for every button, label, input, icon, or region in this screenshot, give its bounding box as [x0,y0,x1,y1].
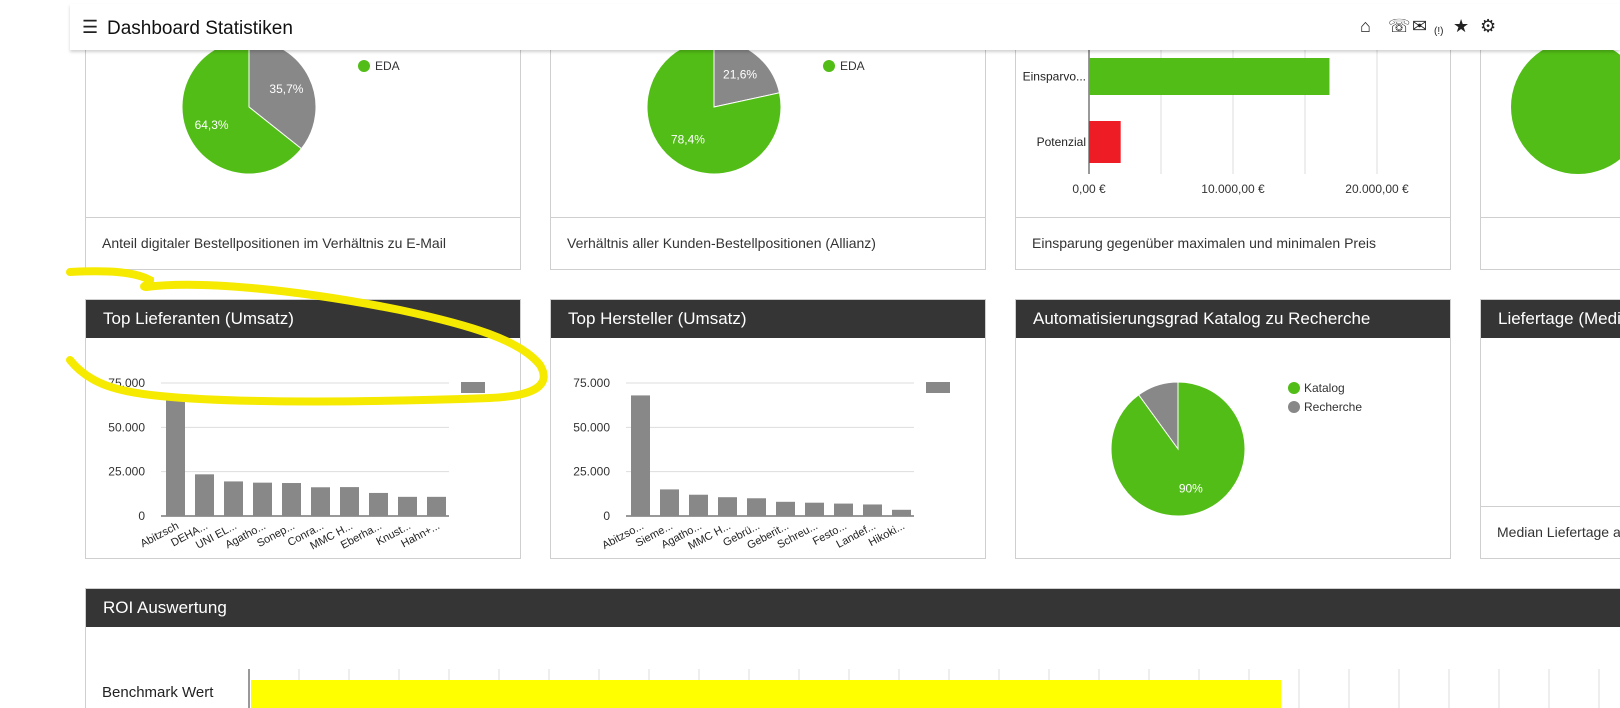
chart-automation-pie: 90% Katalog Recherche [1110,381,1362,517]
bar [195,474,214,516]
tick-label: 25.000 [108,465,145,479]
star-icon[interactable]: ★ [1453,16,1470,36]
chart-eda-pie: 35,7% 64,3% EDA [181,41,400,175]
cutoff-panel [1480,40,1620,270]
tick-label: 25.000 [573,465,610,479]
pie-slice [646,41,782,175]
bar [311,487,330,516]
tick-label: 0 [603,509,610,523]
legend-swatch [461,382,485,393]
digital-orders-panel: 35,7% 64,3% EDA Anteil digitaler Bestellp… [85,40,521,270]
cutoff-pie [1511,41,1620,174]
home-icon[interactable]: ⌂ [1360,16,1371,36]
bar [253,482,272,516]
delivery-days-panel: Liefertage (Medi Median Liefertage al [1480,299,1620,559]
gear-icon[interactable]: ⚙ [1480,16,1497,36]
tick-label: 20.000,00 € [1345,182,1409,196]
pie-label: 78,4% [671,132,705,146]
chart-top-manufacturers: 025.00050.00075.000Abitzso...Sieme...Aga… [573,376,950,552]
bar [369,492,388,516]
bar [689,494,708,516]
pie-label: 64,3% [195,118,229,132]
tick-label: 10.000,00 € [1201,182,1265,196]
pie-label: 21,6% [723,68,757,82]
bar [776,501,795,516]
tick-label: 50.000 [573,420,610,434]
pie-label: 35,7% [269,82,303,96]
legend-swatch [926,382,950,393]
legend-dot-katalog [1288,382,1300,394]
savings-panel: Einsparvo... Potenzial 0,00 € 10.000,00 € 20… [1015,40,1451,270]
chat-badge: (!) [1434,26,1444,37]
chart-allianz-pie: 21,6% 78,4% EDA [646,41,865,175]
bar [805,502,824,516]
legend-label-katalog: Katalog [1304,381,1345,395]
pie-label: 90% [1179,482,1203,496]
panel-title: Liefertage (Medi [1481,300,1620,338]
bar [834,503,853,516]
chat-icon[interactable]: ✉ [1412,16,1428,36]
tick-label: 0,00 € [1072,182,1106,196]
tick-label: 0 [138,509,145,523]
panel-footer: Verhältnis aller Kunden-Bestellpositione… [551,217,985,269]
bar [1089,58,1330,95]
panel-title: Top Hersteller (Umsatz) [551,300,985,338]
category-label: Einsparvo... [1023,70,1086,84]
panel-footer: Anteil digitaler Bestellpositionen im Ve… [86,217,520,269]
legend-label-recherche: Recherche [1304,400,1362,414]
bar [166,395,185,516]
panel-footer: Median Liefertage al [1481,506,1620,558]
legend-dot-recherche [1288,401,1300,413]
roi-bar [251,680,1281,708]
pie-slice [713,41,781,108]
bar [631,395,650,516]
pie-slice [1110,381,1246,517]
bar [340,487,359,516]
legend-dot-eda [358,60,370,72]
category-label: Potenzial [1037,135,1086,149]
panel-title: ROI Auswertung [86,589,1620,627]
panel-footer [1481,217,1620,269]
bar [718,497,737,516]
legend-label-eda: EDA [840,59,865,73]
bar [892,509,911,516]
bar [282,483,301,516]
chart-roi: Benchmark Wert [102,669,1600,708]
pie-slice [1511,41,1620,174]
automation-panel: Automatisierungsgrad Katalog zu Recherch… [1015,299,1451,559]
panel-title: Top Lieferanten (Umsatz) [86,300,520,338]
bar [427,496,446,516]
page-title: Dashboard Statistiken [107,18,293,39]
top-suppliers-panel: Top Lieferanten (Umsatz) 0 25.000 50.000 75… [85,299,521,559]
legend-label-eda: EDA [375,59,400,73]
bar [660,489,679,516]
roi-panel: ROI Auswertung Benchmark Wert [85,588,1620,708]
bar [863,504,882,516]
panel-footer: Einsparung gegenüber maximalen und minim… [1016,217,1450,269]
menu-icon[interactable]: ☰ [82,17,99,37]
customer-orders-panel: 21,6% 78,4% EDA Verhältnis aller Kunden-B… [550,40,986,270]
bar [1089,121,1121,163]
bar [398,496,417,516]
bar [224,481,243,516]
chart-savings-bar: Einsparvo... Potenzial 0,00 € 10.000,00 € 20… [1023,49,1409,196]
tick-label: 75.000 [108,376,145,390]
tick-label: 75.000 [573,376,610,390]
phone-icon[interactable]: ☏ [1388,16,1411,36]
top-manufacturers-panel: Top Hersteller (Umsatz) 0 25.000 50.000 75.… [550,299,986,559]
legend-dot-eda [823,60,835,72]
top-bar: ☰ Dashboard Statistiken ⌂ ☏ ✉ (!) ★ ⚙ [70,4,1620,50]
panel-title: Automatisierungsgrad Katalog zu Recherch… [1016,300,1450,338]
tick-label: 50.000 [108,420,145,434]
bar [747,498,766,516]
